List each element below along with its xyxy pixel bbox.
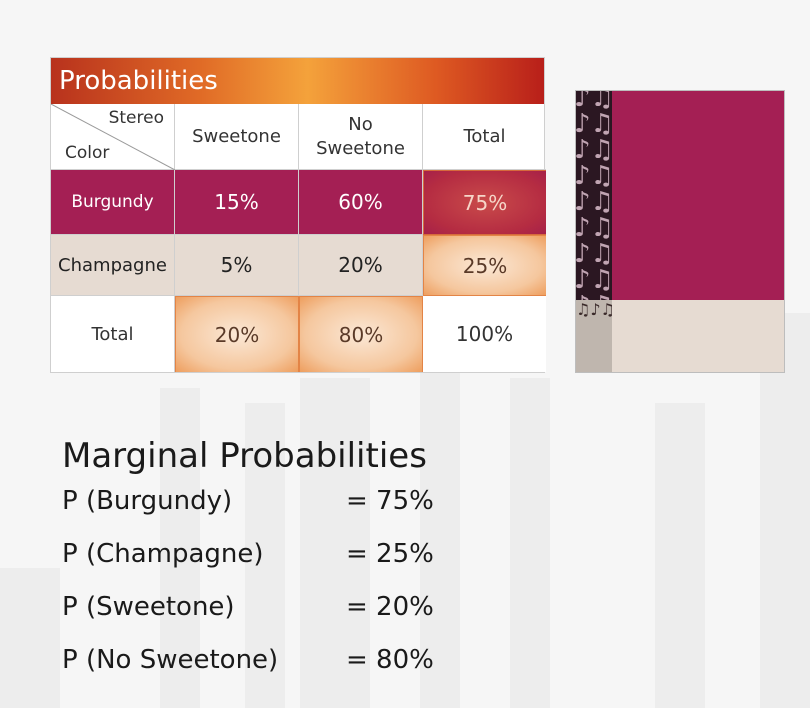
row-label-total: Total [51,296,175,372]
music-note-icon: ♪♫♪♫♪♫♪♫♪♫♪♫♪♫♪♫♪♫ [576,91,612,319]
cell-burgundy-sweetone: 15% [175,170,299,235]
marginal-value: = 75% [346,486,434,516]
column-header-sweetone: Sweetone [175,104,299,170]
marginal-row: P (Burgundy) = 75% [62,484,434,537]
cell-burgundy-no-sweetone: 60% [299,170,423,235]
row-label-burgundy: Burgundy [51,170,175,235]
cell-burgundy-total: 75% [423,170,546,235]
marginal-row: P (Champagne) = 25% [62,537,434,590]
marginal-row: P (No Sweetone) = 80% [62,643,434,696]
column-axis-label: Stereo [108,108,164,128]
corner-header: Stereo Color [51,104,175,170]
corner-diagonal [51,104,175,170]
column-header-total: Total [423,104,546,170]
probability-table: Probabilities Stereo Color Sweetone No S… [50,57,546,373]
marginal-label: P (Champagne) [62,539,264,569]
cell-total-total: 100% [423,296,546,372]
cell-champagne-total: 25% [423,235,546,296]
table-title: Probabilities [51,58,544,104]
marginal-label: P (No Sweetone) [62,645,279,675]
marginal-label: P (Burgundy) [62,486,233,516]
table-grid: Stereo Color Sweetone No Sweetone Total … [51,104,546,372]
marginal-row: P (Sweetone) = 20% [62,590,434,643]
burgundy-block [612,91,784,300]
row-axis-label: Color [65,143,110,163]
marginal-value: = 80% [346,645,434,675]
marginal-probabilities: Marginal Probabilities P (Burgundy) = 75… [62,434,434,696]
cell-champagne-sweetone: 5% [175,235,299,296]
cell-total-no-sweetone: 80% [299,296,423,372]
marginal-title: Marginal Probabilities [62,436,427,476]
music-note-icon: ♫♪♫♪♫♪ [576,300,612,319]
row-label-champagne: Champagne [51,235,175,296]
champagne-block [612,300,784,372]
marginal-label: P (Sweetone) [62,592,235,622]
marginal-value: = 20% [346,592,434,622]
marginal-value: = 25% [346,539,434,569]
column-header-no-sweetone: No Sweetone [299,104,423,170]
cell-total-sweetone: 20% [175,296,299,372]
decorative-color-panel: ♪♫♪♫♪♫♪♫♪♫♪♫♪♫♪♫♪♫ ♫♪♫♪♫♪ [575,90,785,373]
music-notes-strip-lower: ♫♪♫♪♫♪ [576,300,612,372]
cell-champagne-no-sweetone: 20% [299,235,423,296]
